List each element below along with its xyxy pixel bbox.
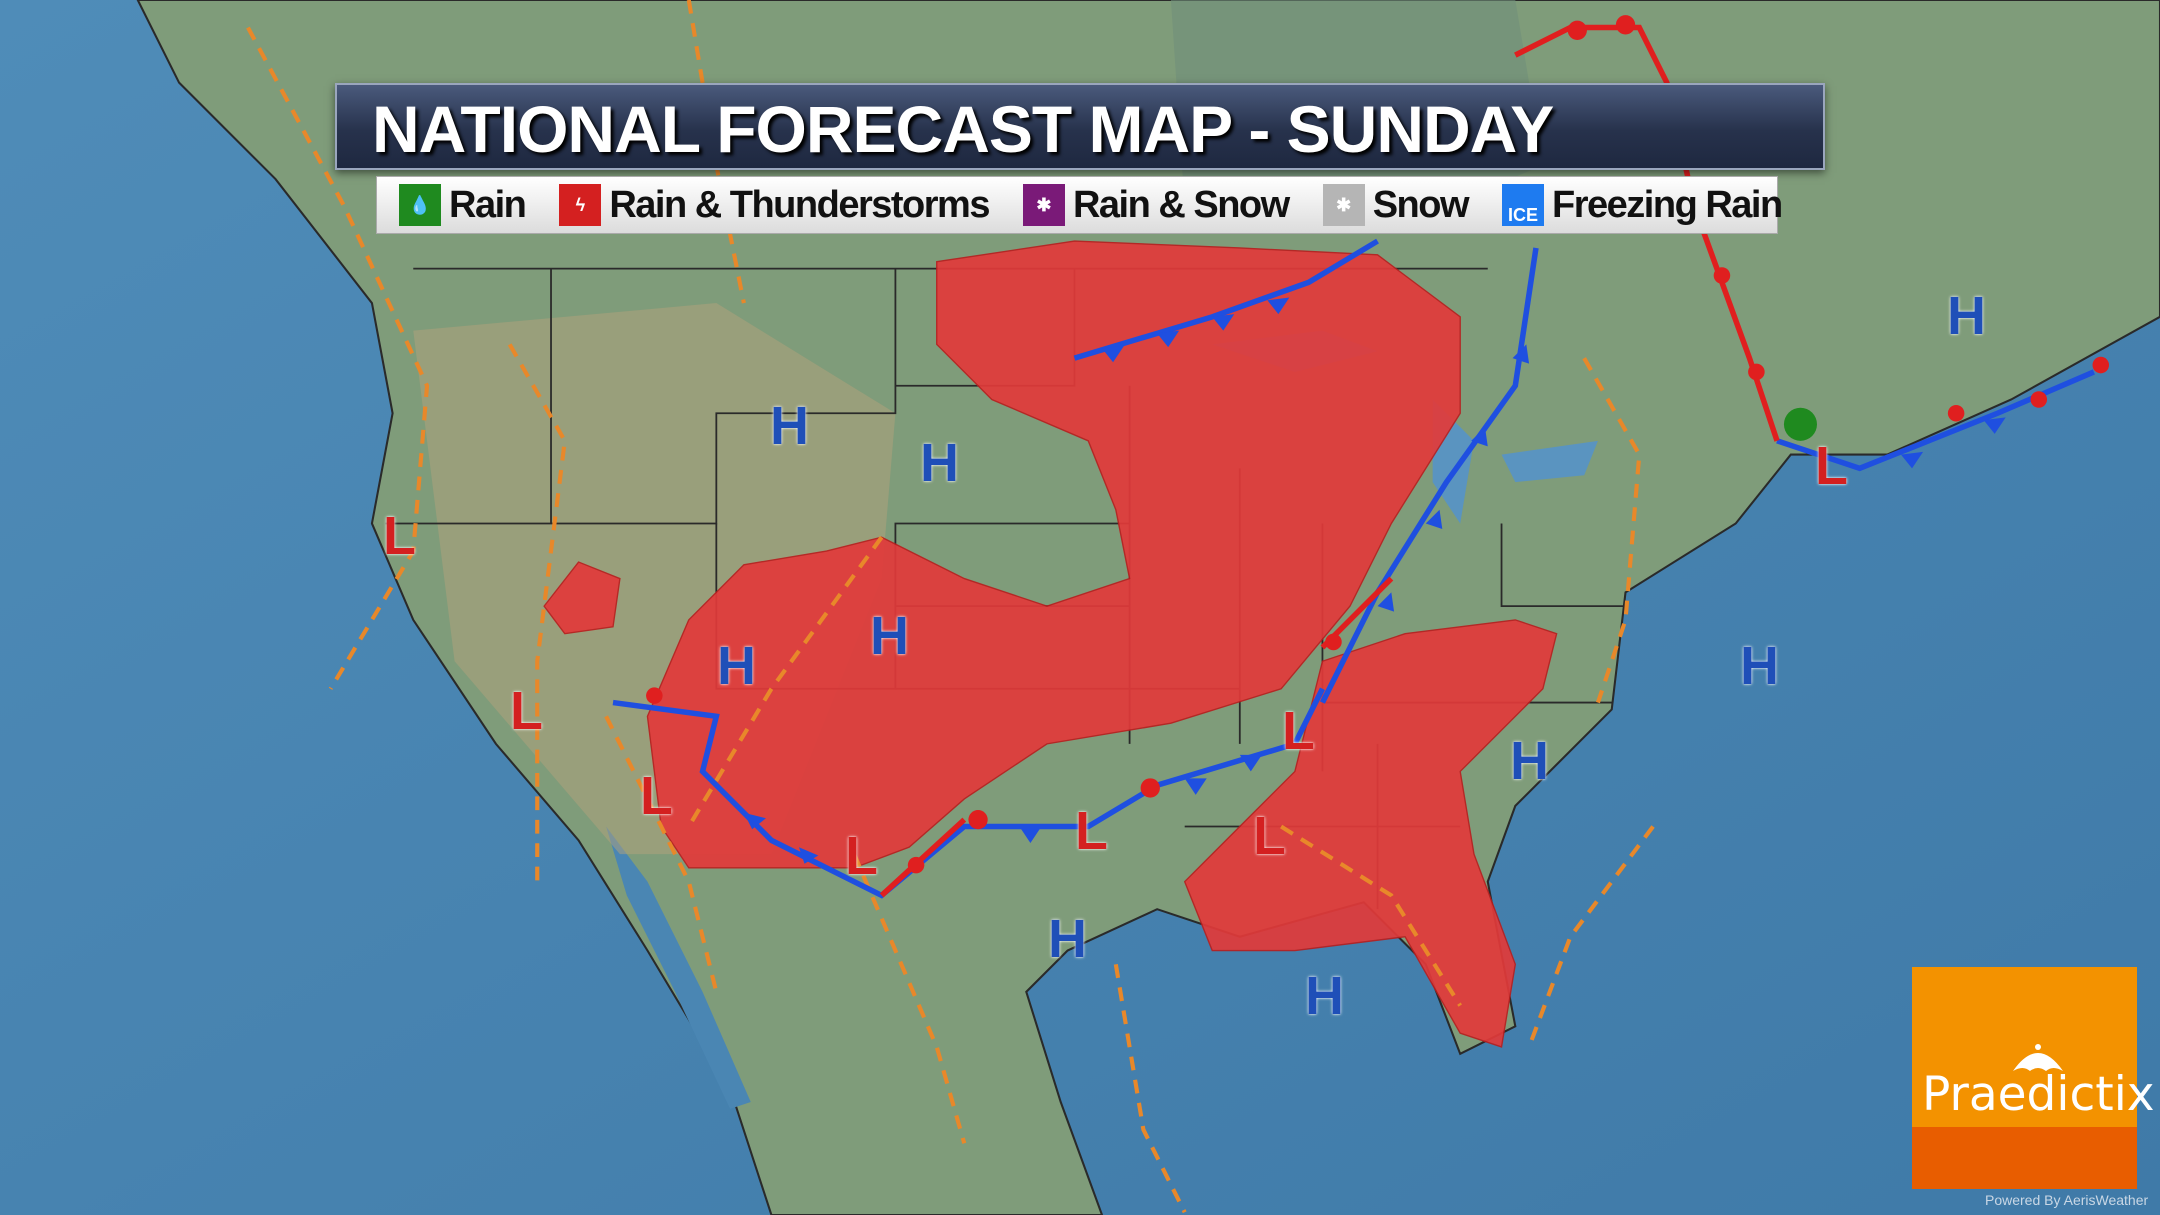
legend: 💧 Rain ϟ Rain & Thunderstorms ✱ Rain & S…	[376, 176, 1783, 234]
thunderstorm-areas	[543, 240, 1558, 1048]
legend-item-rain: 💧 Rain	[399, 183, 527, 227]
cold-front-atlantic	[1776, 369, 2095, 472]
logo-bottom-band	[1912, 1127, 2137, 1189]
high-pressure-marker: H	[1305, 966, 1344, 1026]
thunderstorm-area-nevada	[543, 561, 621, 635]
title-bar: NATIONAL FORECAST MAP - SUNDAY	[335, 83, 1825, 170]
low-pressure-marker: L	[510, 681, 543, 741]
high-pressure-marker: H	[770, 396, 809, 456]
high-pressure-marker: H	[1740, 636, 1779, 696]
credit-text: Powered By AerisWeather	[1985, 1192, 2149, 1208]
gulf-of-california	[606, 826, 751, 1109]
legend-item-snow: ✱ Snow	[1322, 183, 1470, 227]
legend-label: Rain	[449, 183, 527, 226]
low-pressure-marker: L	[1075, 801, 1108, 861]
legend-label: Snow	[1372, 183, 1470, 226]
high-pressure-marker: H	[1947, 286, 1986, 346]
legend-item-freezing-rain: ICE Freezing Rain	[1502, 183, 1783, 227]
high-pressure-marker: H	[920, 433, 959, 493]
legend-item-rain-thunderstorms: ϟ Rain & Thunderstorms	[559, 183, 990, 227]
logo-brand-text: Praedictix	[1922, 1067, 2155, 1122]
low-pressure-marker: L	[1282, 701, 1315, 761]
low-pressure-marker: L	[640, 766, 673, 826]
thunderstorm-area-southeast	[1183, 619, 1558, 1048]
high-pressure-marker: H	[717, 636, 756, 696]
high-pressure-marker: H	[1510, 731, 1549, 791]
ice-badge: ICE	[1508, 205, 1539, 225]
ice-icon: ICE	[1502, 184, 1545, 226]
legend-label: Rain & Snow	[1072, 183, 1290, 226]
legend-label: Freezing Rain	[1552, 183, 1783, 226]
rain-area-maine	[1783, 407, 1817, 441]
low-pressure-marker: L	[1815, 436, 1848, 496]
praedictix-logo: Praedictix	[1912, 967, 2155, 1189]
legend-item-rain-snow: ✱ Rain & Snow	[1022, 183, 1290, 227]
high-pressure-marker: H	[870, 606, 909, 666]
raindrop-icon: 💧	[399, 184, 441, 226]
thunderstorm-area-central	[646, 240, 1461, 869]
low-pressure-marker: L	[1253, 806, 1286, 866]
lightning-icon: ϟ	[559, 184, 602, 226]
high-pressure-marker: H	[1048, 909, 1087, 969]
umbrella-icon	[2013, 1044, 2063, 1071]
legend-label: Rain & Thunderstorms	[609, 183, 990, 226]
low-pressure-marker: L	[383, 506, 416, 566]
cold-front-east	[1319, 247, 1539, 704]
snowflake-icon: ✱	[1022, 184, 1065, 226]
front-triangles	[743, 297, 2006, 864]
cold-front-north	[1073, 238, 1379, 361]
snowflake-icon: ✱	[1322, 184, 1365, 226]
low-pressure-marker: L	[845, 826, 878, 886]
page-title: NATIONAL FORECAST MAP - SUNDAY	[372, 92, 1554, 166]
